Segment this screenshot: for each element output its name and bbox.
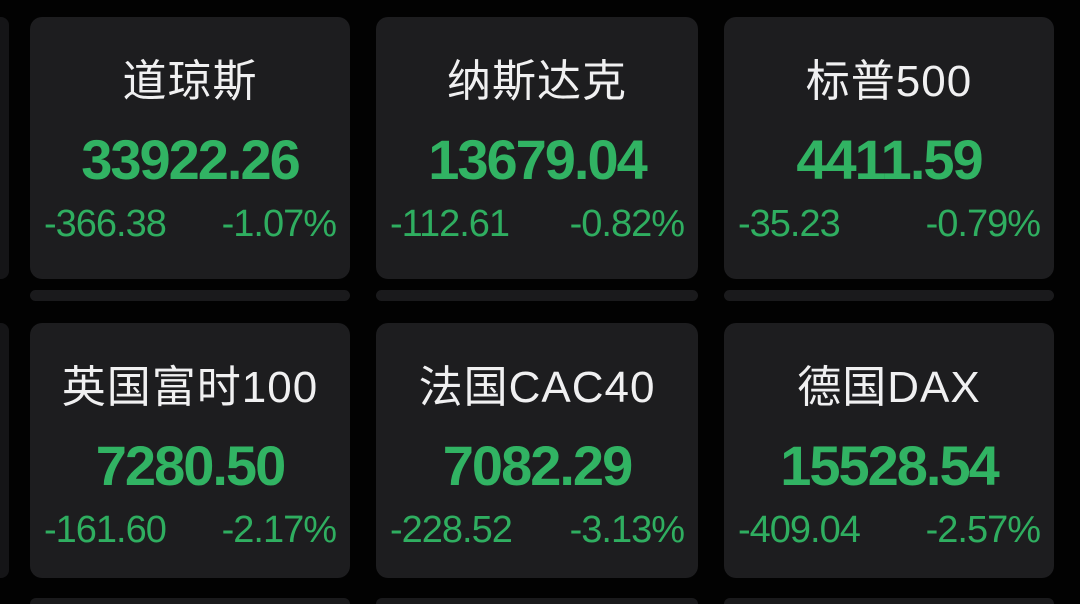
index-change-percent: -1.07% xyxy=(221,203,337,245)
partial-card-strip xyxy=(376,290,698,301)
index-value: 7082.29 xyxy=(442,434,633,497)
index-change-percent: -2.57% xyxy=(925,509,1041,551)
index-change-row: -35.23 -0.79% xyxy=(724,201,1054,247)
index-change: -366.38 xyxy=(44,203,167,245)
index-name: 法国CAC40 xyxy=(418,363,656,412)
partial-card-strip xyxy=(30,598,350,604)
index-name: 英国富时100 xyxy=(61,363,319,412)
index-change: -409.04 xyxy=(738,509,861,551)
index-change-row: -112.61 -0.82% xyxy=(376,201,698,247)
index-name: 德国DAX xyxy=(797,363,981,412)
index-value: 4411.59 xyxy=(796,128,983,191)
index-change-percent: -0.79% xyxy=(925,203,1041,245)
partial-card-left-top xyxy=(0,17,9,279)
index-change-row: -366.38 -1.07% xyxy=(30,201,350,247)
index-card-ftse100[interactable]: 英国富时100 7280.50 -161.60 -2.17% xyxy=(30,323,350,578)
index-card-dow-jones[interactable]: 道琼斯 33922.26 -366.38 -1.07% xyxy=(30,17,350,279)
partial-card-strip xyxy=(376,598,698,604)
index-change-row: -161.60 -2.17% xyxy=(30,507,350,553)
index-card-sp500[interactable]: 标普500 4411.59 -35.23 -0.79% xyxy=(724,17,1054,279)
index-card-cac40[interactable]: 法国CAC40 7082.29 -228.52 -3.13% xyxy=(376,323,698,578)
index-change: -35.23 xyxy=(738,203,841,245)
partial-card-strip xyxy=(724,598,1054,604)
index-change: -161.60 xyxy=(44,509,167,551)
index-card-dax[interactable]: 德国DAX 15528.54 -409.04 -2.57% xyxy=(724,323,1054,578)
index-change: -112.61 xyxy=(390,203,510,245)
index-name: 标普500 xyxy=(805,57,973,106)
index-value: 7280.50 xyxy=(95,434,286,497)
index-value: 13679.04 xyxy=(428,128,648,191)
index-change-percent: -2.17% xyxy=(221,509,337,551)
index-change-row: -409.04 -2.57% xyxy=(724,507,1054,553)
partial-card-left-bottom xyxy=(0,323,9,578)
index-change-row: -228.52 -3.13% xyxy=(376,507,698,553)
index-change: -228.52 xyxy=(390,509,513,551)
index-value: 15528.54 xyxy=(780,434,1000,497)
index-name: 道琼斯 xyxy=(122,57,258,106)
index-value: 33922.26 xyxy=(81,128,301,191)
index-change-percent: -3.13% xyxy=(569,509,685,551)
partial-card-strip xyxy=(30,290,350,301)
index-card-nasdaq[interactable]: 纳斯达克 13679.04 -112.61 -0.82% xyxy=(376,17,698,279)
index-name: 纳斯达克 xyxy=(447,57,627,106)
index-change-percent: -0.82% xyxy=(569,203,685,245)
partial-card-strip xyxy=(724,290,1054,301)
